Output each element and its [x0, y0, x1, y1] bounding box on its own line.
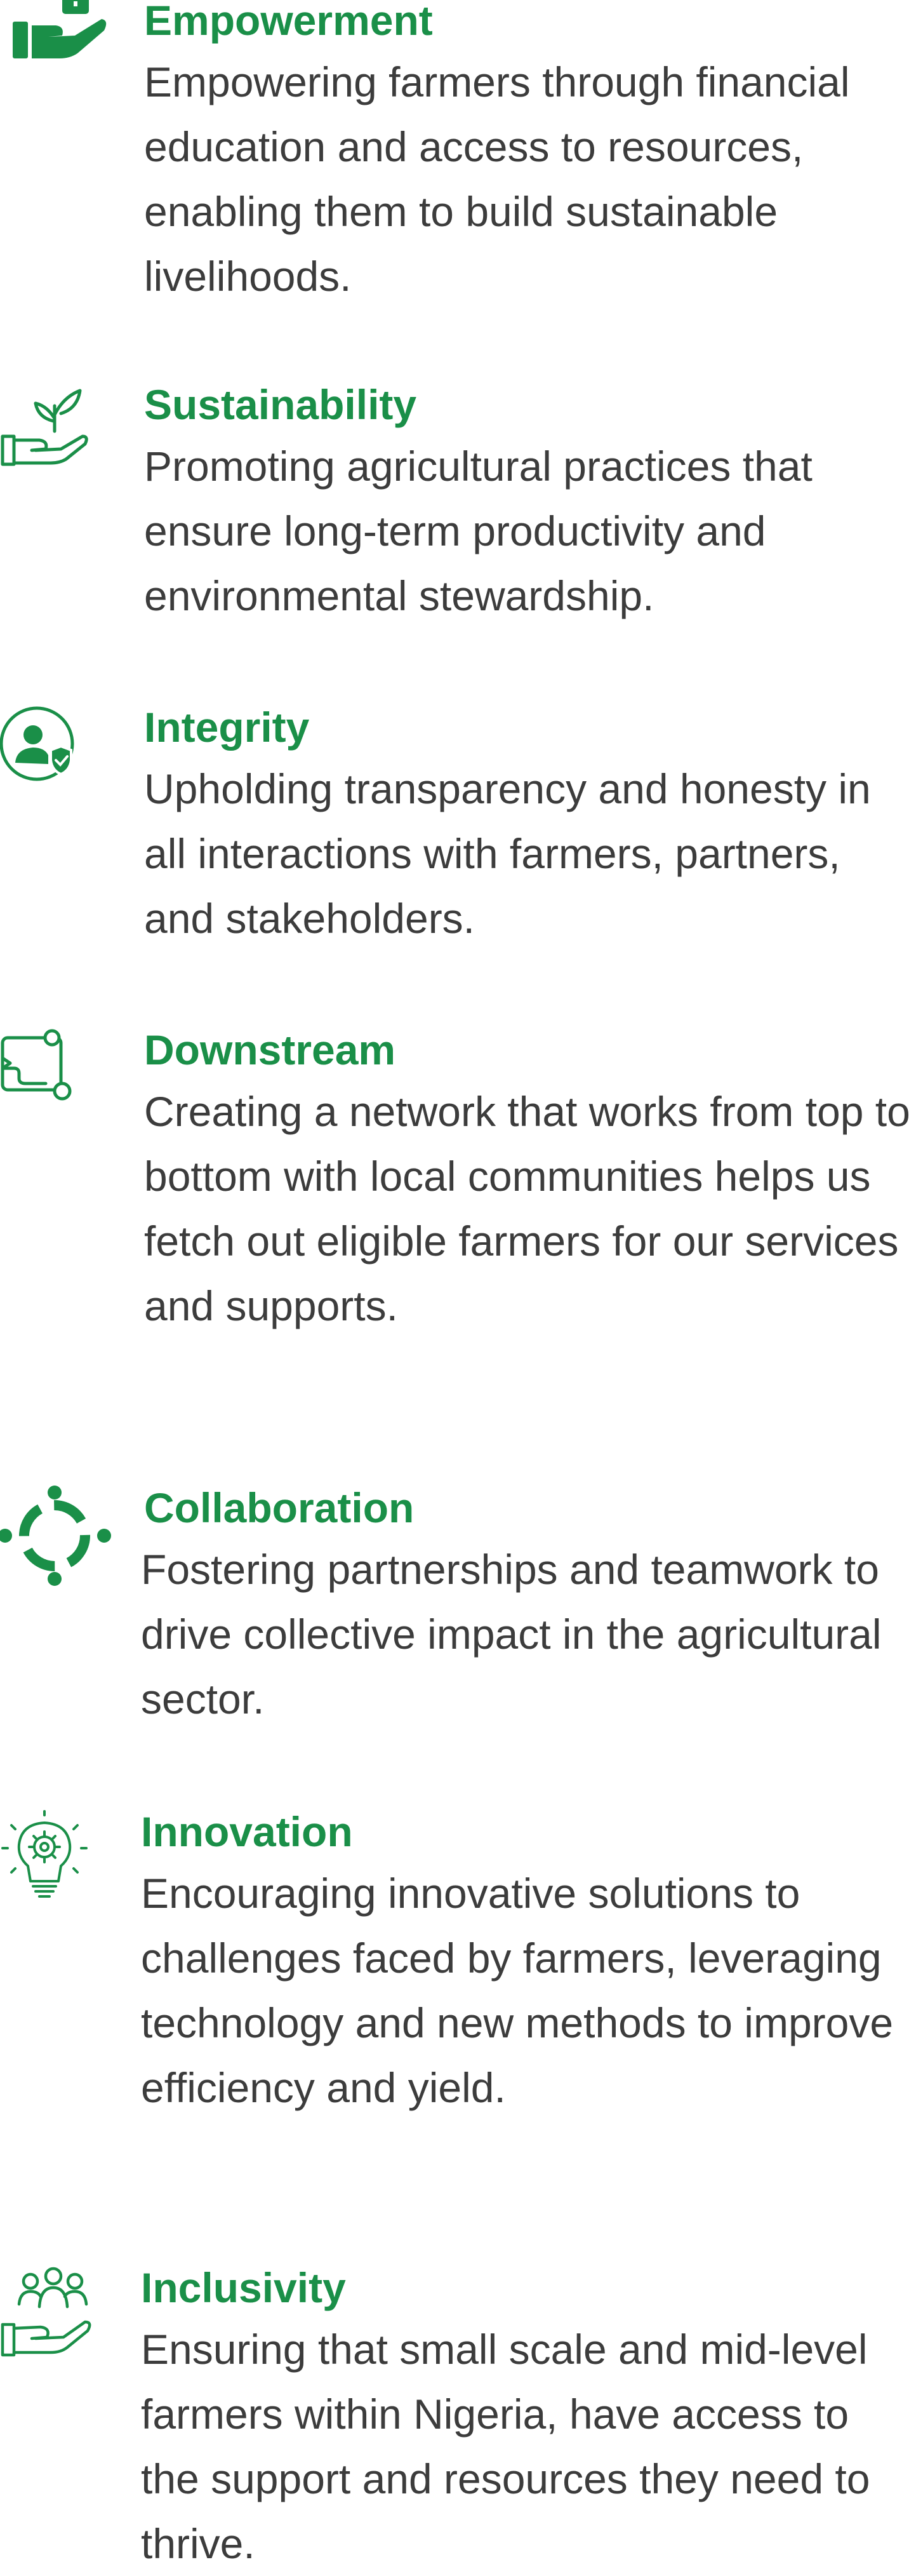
value-title: Sustainability: [144, 381, 417, 428]
value-title: Integrity: [144, 704, 310, 751]
value-description: Creating a network that works from top t…: [144, 1088, 910, 1329]
value-description: Fostering partnerships and teamwork to d…: [141, 1546, 882, 1722]
value-description: Empowering farmers through financial edu…: [144, 58, 850, 300]
network-flow-icon: [0, 1029, 95, 1128]
value-title: Downstream: [144, 1026, 396, 1073]
value-title: Empowerment: [144, 0, 433, 44]
user-shield-icon: [0, 706, 95, 802]
value-title: Inclusivity: [141, 2264, 346, 2311]
lightbulb-gear-icon: [0, 1810, 95, 1907]
value-description: Promoting agricultural practices that en…: [144, 443, 813, 619]
value-title: Collaboration: [144, 1484, 415, 1531]
collaboration-circle-icon: [0, 1486, 111, 1586]
hand-holding-people-icon: [0, 2266, 95, 2361]
hand-holding-briefcase-icon: [6, 0, 107, 89]
value-title: Innovation: [141, 1808, 353, 1855]
value-description: Ensuring that small scale and mid-level …: [141, 2326, 870, 2567]
value-description: Upholding transparency and honesty in al…: [144, 765, 871, 942]
hand-with-plant-icon: [0, 378, 95, 473]
value-description: Encouraging innovative solutions to chal…: [141, 1870, 894, 2111]
